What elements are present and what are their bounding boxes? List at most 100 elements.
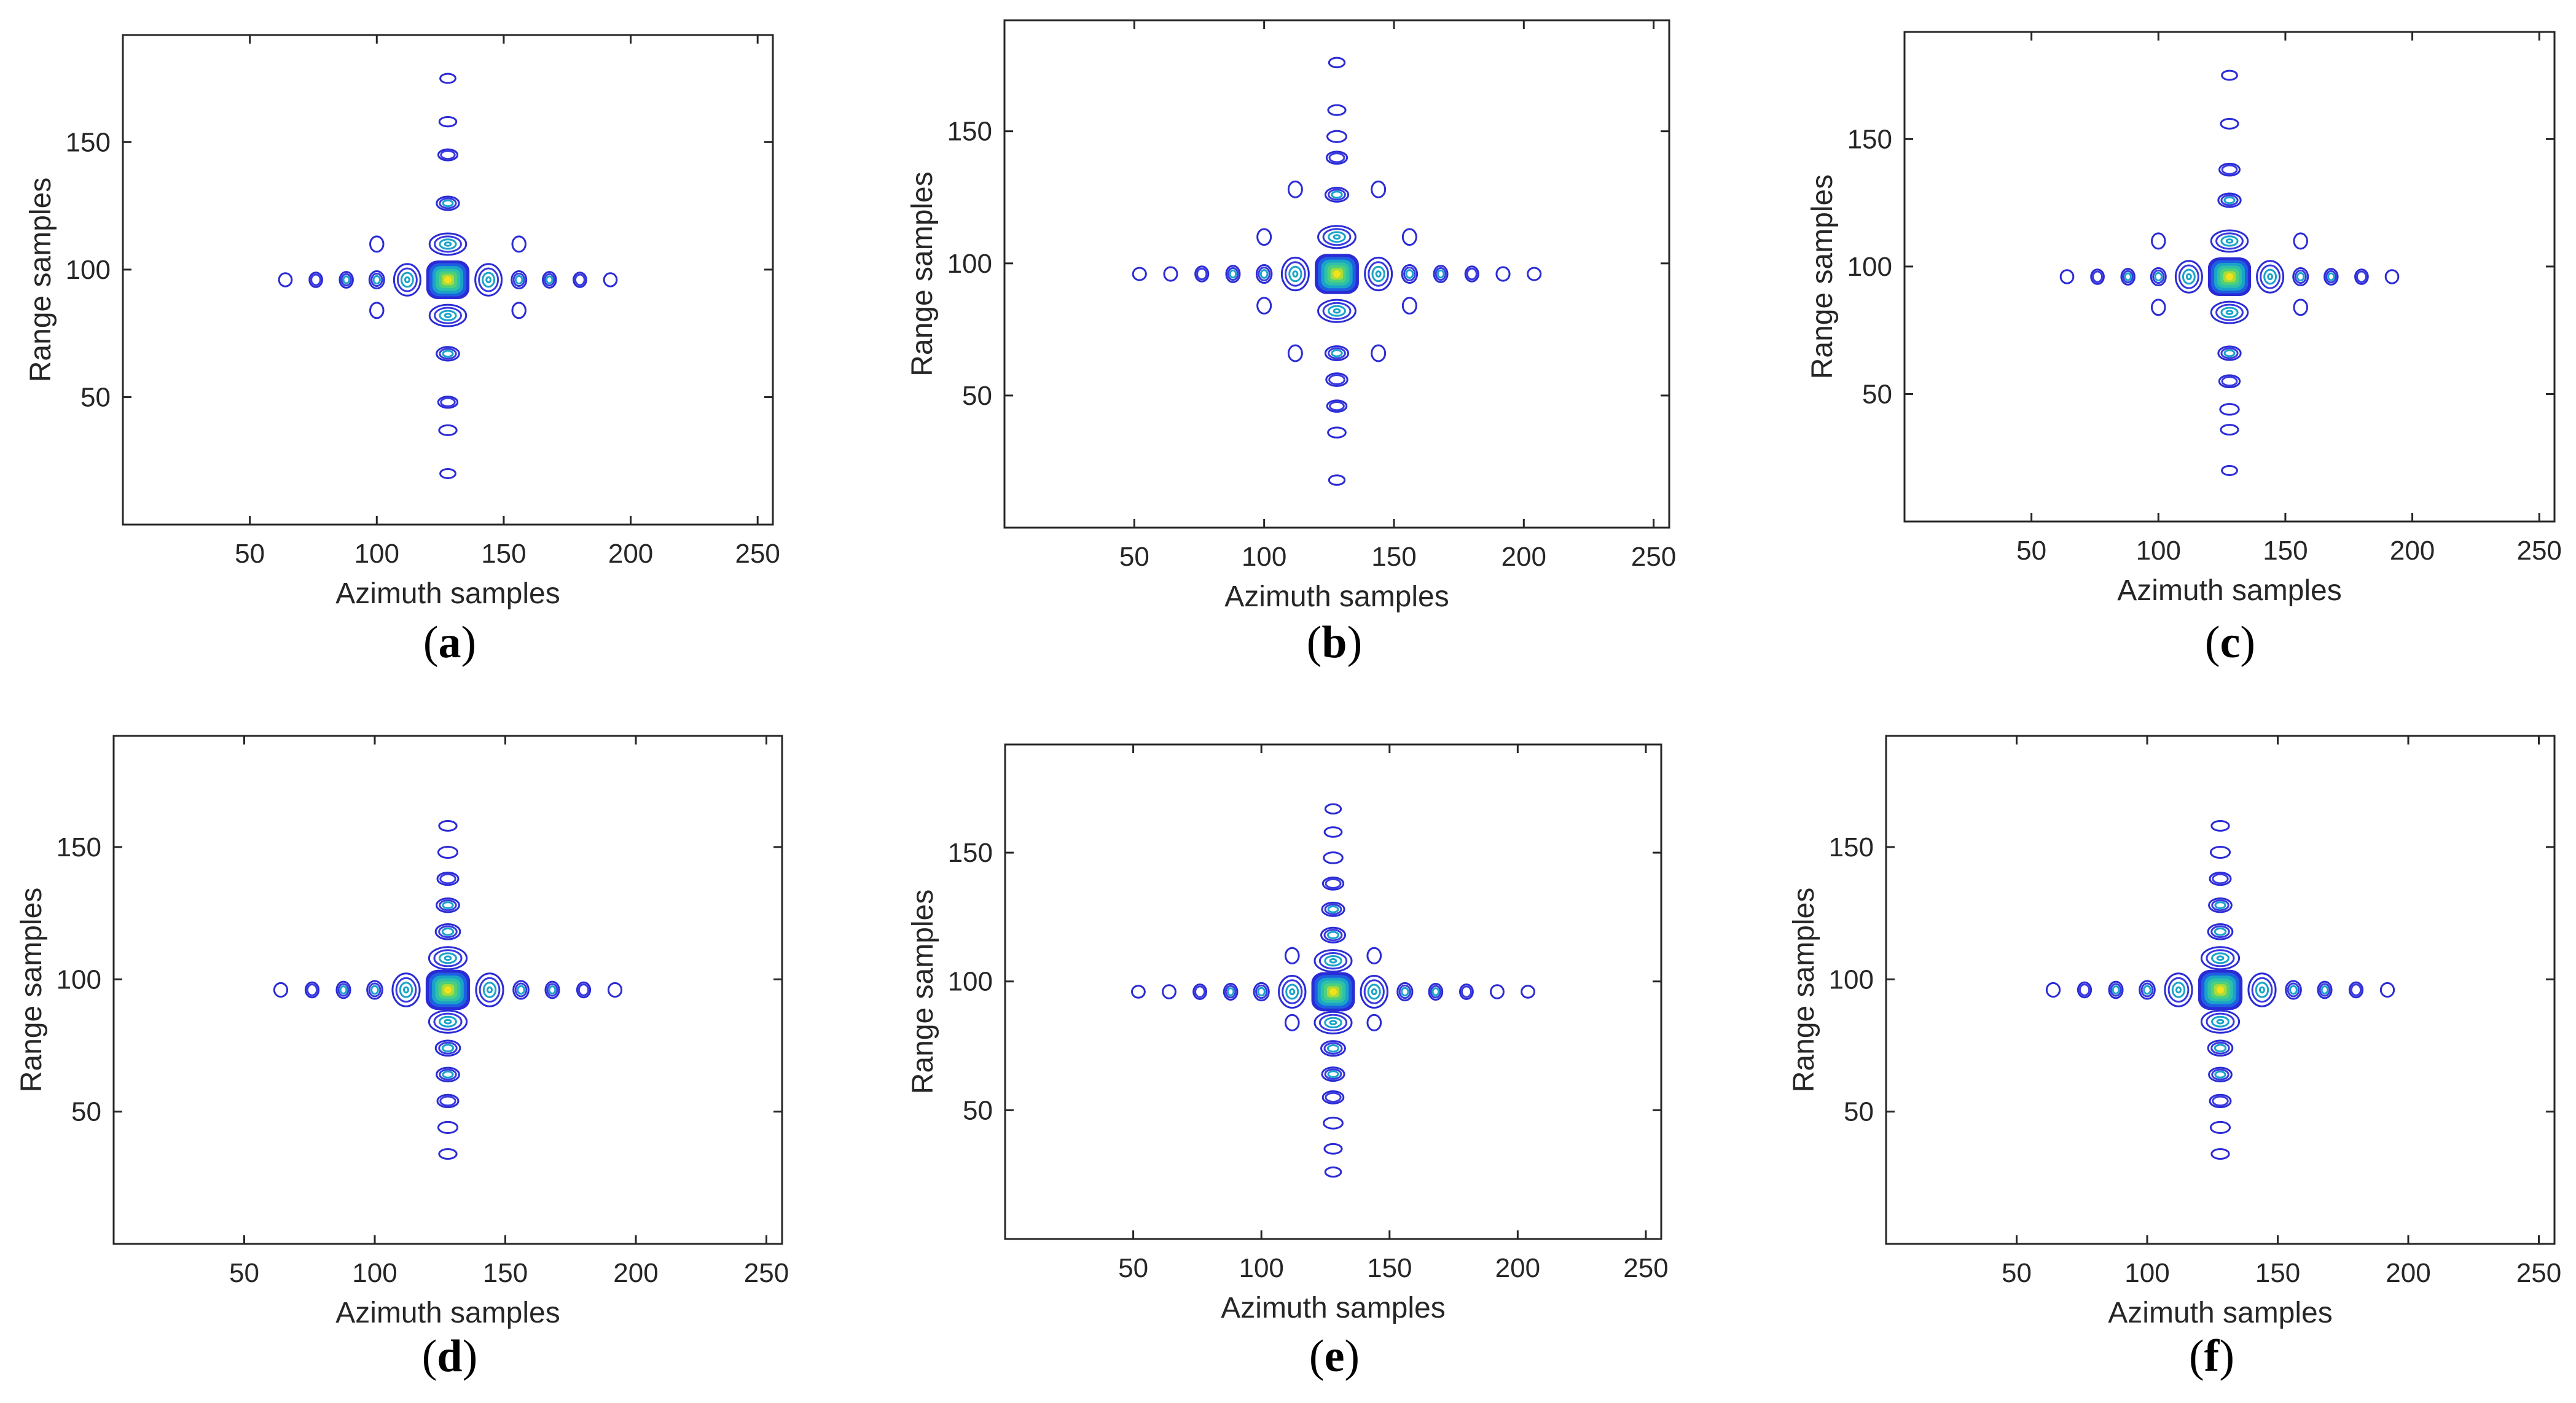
contour-ring	[2221, 376, 2238, 387]
contour-ring	[404, 276, 410, 284]
contour-ring	[546, 983, 558, 997]
azimuth-sidelobe	[1225, 265, 1241, 283]
azimuth-sidelobe	[1360, 975, 1388, 1009]
azimuth-sidelobe	[366, 980, 383, 1000]
contour-ring	[1329, 1020, 1337, 1026]
azimuth-sidelobe	[1459, 983, 1474, 1000]
contour-ring	[2215, 232, 2244, 250]
contour-ring	[1495, 266, 1511, 282]
range-sidelobe	[437, 148, 459, 162]
contour-ring	[369, 235, 385, 253]
panel-caption: (f)	[2189, 1331, 2234, 1382]
range-sidelobe	[436, 346, 460, 362]
contour-ring	[2221, 465, 2238, 476]
azimuth-sidelobe	[1490, 984, 1505, 999]
y-tick-label: 100	[1847, 252, 1892, 282]
contour-ring	[1318, 952, 1348, 970]
range-sidelobe	[1327, 426, 1347, 439]
contour-ring	[2323, 268, 2339, 286]
contour-ring	[577, 983, 590, 996]
contour-ring	[308, 272, 323, 288]
contour-ring	[428, 946, 468, 971]
y-tick-label: 100	[57, 964, 101, 995]
contour-ring	[1360, 975, 1388, 1009]
contour-ring	[400, 272, 414, 288]
main-lobe	[1311, 972, 1355, 1012]
contour-ring	[441, 1044, 455, 1053]
contour-ring	[438, 925, 458, 939]
y-tick-label: 50	[962, 381, 992, 411]
contour-ring	[1400, 987, 1409, 997]
azimuth-sidelobe	[2292, 267, 2309, 287]
panel-caption: (e)	[1309, 1331, 1360, 1382]
range-sidelobe	[1317, 299, 1357, 323]
azimuth-sidelobe	[2108, 980, 2124, 999]
range-sidelobe	[436, 897, 460, 913]
contour-ring	[1326, 399, 1348, 413]
contour-ring	[2200, 1009, 2241, 1034]
cross-sidelobe	[1256, 297, 1272, 315]
cross-sidelobe	[1401, 228, 1417, 246]
cross-sidelobe	[369, 235, 385, 253]
y-tick-label: 150	[948, 838, 993, 868]
range-sidelobe	[428, 232, 468, 256]
contour-ring	[437, 148, 459, 162]
panel-b: 50 100 150 200 250 50 100 150 Azimuth samples Ran…	[906, 19, 1676, 668]
contour-ring	[2174, 260, 2203, 294]
range-sidelobe	[2218, 162, 2241, 177]
contour-ring	[2247, 972, 2277, 1007]
contour-ring	[2151, 299, 2166, 316]
azimuth-sidelobe	[542, 271, 557, 289]
panel-caption: (b)	[1307, 617, 1362, 668]
azimuth-sidelobe	[2090, 268, 2105, 285]
azimuth-sidelobe	[273, 982, 289, 998]
range-sidelobe	[428, 946, 468, 971]
contour-ring	[428, 303, 468, 327]
contour-ring	[436, 897, 460, 913]
contour-ring	[1328, 189, 1346, 201]
x-tick-label: 100	[2136, 536, 2181, 566]
contour-ring	[1363, 979, 1385, 1004]
contour-ring	[2215, 303, 2244, 321]
contour-ring	[1317, 299, 1357, 323]
contour-ring	[482, 272, 496, 288]
contour-ring	[438, 424, 458, 436]
range-sidelobe	[1326, 130, 1347, 143]
contour-ring	[339, 271, 354, 289]
contour-ring	[2218, 162, 2241, 177]
x-tick-label: 150	[2263, 536, 2308, 566]
azimuth-sidelobe	[1428, 982, 1444, 1001]
contour-ring	[1328, 57, 1346, 69]
cross-sidelobe	[511, 302, 527, 319]
y-tick-label: 150	[66, 127, 111, 157]
contour-ring	[2289, 985, 2298, 995]
contour-ring	[2210, 1148, 2230, 1160]
contour-ring	[2120, 268, 2136, 286]
contour-ring	[395, 977, 417, 1003]
range-sidelobe	[2207, 923, 2234, 940]
azimuth-sidelobe	[1280, 256, 1310, 292]
range-sidelobe	[2221, 465, 2238, 476]
peak-point	[444, 276, 452, 284]
contour-ring	[1331, 349, 1343, 358]
contour-ring	[2219, 403, 2240, 416]
azimuth-sidelobe	[2379, 982, 2395, 998]
x-tick-label: 150	[1367, 1253, 1412, 1283]
x-axis-label: Azimuth samples	[2108, 1297, 2332, 1329]
contour-ring	[1331, 190, 1343, 199]
cross-sidelobe	[2151, 232, 2166, 250]
contour-ring	[517, 985, 525, 995]
contour-ring	[1194, 265, 1210, 283]
contour-ring	[2221, 164, 2238, 175]
contour-ring	[2225, 310, 2234, 315]
contour-ring	[1323, 1042, 1343, 1055]
contour-ring	[1328, 152, 1345, 163]
contour-ring	[1320, 1040, 1346, 1057]
range-sidelobe	[2217, 345, 2242, 361]
contour-ring	[439, 1095, 456, 1107]
range-sidelobe	[1313, 949, 1353, 973]
x-tick-label: 250	[2516, 1258, 2561, 1288]
contour-ring	[1258, 267, 1270, 281]
contour-ring	[1327, 905, 1339, 913]
contour-ring	[485, 276, 492, 284]
